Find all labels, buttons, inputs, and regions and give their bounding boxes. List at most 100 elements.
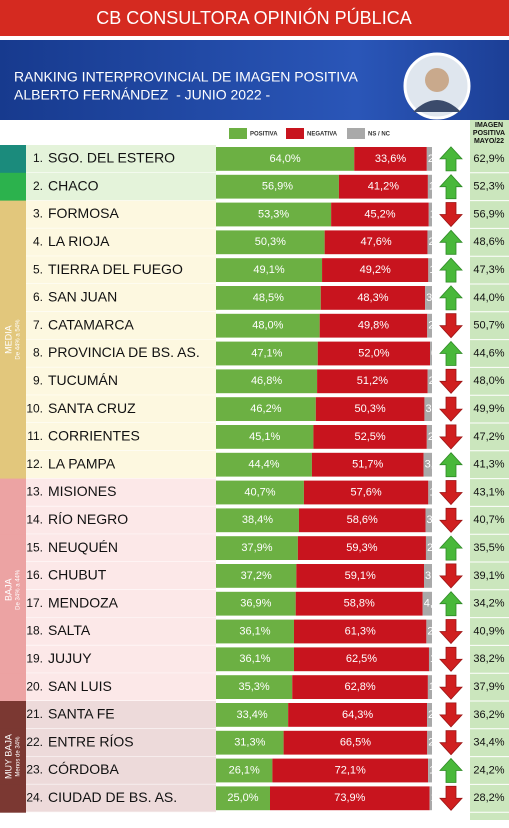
rank: 10. [26, 401, 43, 415]
trend-arrow-up [439, 285, 463, 311]
legend-label: NEGATIVA [307, 132, 338, 138]
bar-value-label: 48,3% [357, 292, 388, 304]
subtitle-line: ALBERTO FERNÁNDEZ - JUNIO 2022 - [14, 87, 271, 103]
province-name: LA PAMPA [48, 455, 116, 471]
row-bg [26, 589, 216, 619]
tier-name: MUY BAJA [3, 734, 13, 779]
province-name: FORMOSA [48, 205, 119, 221]
rank: 18. [26, 624, 43, 638]
previous-value: 50,7% [473, 320, 504, 332]
trend-arrow-up [439, 452, 463, 478]
bar-segment [427, 730, 432, 755]
province-name: SGO. DEL ESTERO [48, 150, 175, 166]
tier-range: De 34% a 44% [16, 569, 22, 610]
bar-segment [317, 341, 431, 366]
trend-arrow-down [439, 563, 463, 589]
bar-value-label: 62,8% [344, 681, 375, 693]
trend-arrow-down [439, 785, 463, 811]
bar-value-label: 66,5% [340, 737, 371, 749]
tier-strip [0, 506, 26, 535]
previous-value: 34,2% [473, 598, 504, 610]
previous-header: IMAGEN [475, 122, 503, 129]
tier-strip [0, 589, 26, 619]
bar-segment [216, 508, 299, 533]
bar-segment [216, 313, 320, 338]
bar-segment [216, 452, 312, 477]
previous-value: 49,9% [473, 403, 504, 415]
previous-value: 36,2% [473, 709, 504, 721]
bar-segment [293, 619, 427, 644]
bar-segment [216, 675, 293, 699]
bar-value-label: 38,4% [242, 514, 273, 526]
tier-strip [0, 284, 26, 313]
previous-value: 24,2% [473, 764, 504, 776]
bar-value-label: 47,1% [251, 347, 282, 359]
bar-value-label: 48,5% [253, 292, 284, 304]
province-name: MENDOZA [48, 594, 119, 610]
bar-value-label: 31,3% [234, 737, 265, 749]
bar-value-label: 1,7 [429, 486, 444, 498]
bar-segment [427, 703, 432, 727]
bar-value-label: 37,2% [241, 570, 272, 582]
bar-segment [422, 591, 432, 616]
bar-value-label: 3,7 [425, 570, 440, 582]
row-bg [26, 645, 216, 674]
bar-segment [216, 174, 339, 199]
bar-segment [216, 647, 294, 672]
subtitle-line: RANKING INTERPROVINCIAL DE IMAGEN POSITI… [14, 69, 358, 85]
trend-arrow-up [439, 174, 463, 200]
bar-segment [272, 758, 429, 783]
previous-value: 44,0% [473, 292, 504, 304]
previous-header: POSITIVA [473, 130, 505, 137]
province-name: RÍO NEGRO [48, 511, 128, 527]
trend-arrow-down [439, 396, 463, 422]
rank: 20. [26, 679, 43, 693]
row-bg [26, 728, 216, 758]
bar-value-label: 59,3% [346, 542, 377, 554]
bar-value-label: 1,7 [429, 264, 444, 276]
bar-segment [216, 397, 316, 421]
tier-range: Menos de 34% [16, 736, 22, 777]
bar-segment [216, 230, 325, 255]
tier-label: MEDIA De 44% a 54% [3, 319, 21, 360]
bar-value-label: 1,9 [429, 681, 444, 693]
legend-swatch [286, 128, 304, 139]
bar-value-label: 64,3% [342, 709, 373, 721]
tier-strip [0, 728, 26, 758]
bar-segment [298, 508, 426, 533]
tier-strip [0, 311, 26, 341]
bar-value-label: 2,6 [427, 625, 442, 637]
legend-label: NS / NC [368, 132, 391, 138]
tier-strip [0, 784, 26, 813]
bar-value-label: 2,3 [428, 709, 443, 721]
bar-segment [424, 564, 432, 588]
rank: 8. [33, 346, 43, 360]
bar-value-label: 25,0% [227, 792, 258, 804]
previous-value: 48,6% [473, 236, 504, 248]
previous-value: 34,4% [473, 737, 504, 749]
tier-label: BAJA De 34% a 44% [3, 569, 21, 610]
previous-value: 44,6% [473, 347, 504, 359]
row-bg [26, 145, 216, 174]
bar-segment [297, 536, 426, 560]
previous-value: 47,2% [473, 431, 504, 443]
bar-value-label: 50,3% [255, 236, 286, 248]
bar-value-label: 47,6% [360, 236, 391, 248]
rank: 17. [26, 596, 43, 610]
bar-value-label: 58,8% [344, 598, 375, 610]
rank: 5. [33, 262, 43, 276]
bar-segment [324, 230, 428, 255]
tier-name: MEDIA [3, 325, 13, 354]
bar-value-label: 3,9 [425, 459, 440, 471]
bar-value-label: 57,6% [351, 486, 382, 498]
bar-segment [216, 369, 318, 394]
bar-value-label: 41,2% [368, 181, 399, 193]
rank: 13. [26, 485, 43, 499]
bar-value-label: 2,4 [428, 153, 443, 165]
bar-segment [428, 647, 432, 672]
province-name: SANTA FE [48, 706, 115, 722]
bar-value-label: 58,6% [347, 514, 378, 526]
row-bg [26, 172, 216, 202]
province-name: TIERRA DEL FUEGO [48, 261, 183, 277]
bar-segment [216, 786, 270, 811]
